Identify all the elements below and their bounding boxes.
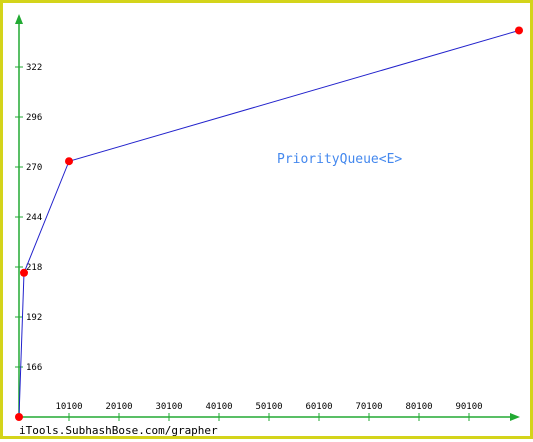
- y-tick-label: 296: [26, 113, 42, 123]
- x-tick-label: 60100: [305, 402, 332, 412]
- x-tick-label: 10100: [55, 402, 82, 412]
- y-axis-arrow: [15, 14, 23, 24]
- x-tick-label: 40100: [205, 402, 232, 412]
- x-tick-label: 20100: [105, 402, 132, 412]
- data-point: [515, 26, 523, 35]
- x-ticks: 10100 20100 30100 40100 50100 60100 70100 80100…: [55, 402, 483, 421]
- series-line: [18, 29, 520, 418]
- x-tick-label: 30100: [155, 402, 182, 412]
- series-layer: [15, 26, 523, 421]
- y-tick-label: 244: [26, 213, 42, 223]
- y-ticks: 166 192 218 244 270 296 322: [15, 63, 42, 373]
- data-point: [20, 268, 28, 277]
- line-chart: 10100 20100 30100 40100 50100 60100 70100 80100…: [15, 14, 523, 437]
- x-tick-label: 50100: [255, 402, 282, 412]
- y-tick-label: 192: [26, 313, 42, 323]
- data-point: [15, 413, 23, 421]
- y-tick-label: 270: [26, 163, 42, 173]
- x-tick-label: 80100: [405, 402, 432, 412]
- x-tick-label: 90100: [455, 402, 482, 412]
- axes: [15, 14, 520, 421]
- x-axis-arrow: [510, 413, 520, 421]
- x-tick-label: 70100: [355, 402, 382, 412]
- y-tick-label: 166: [26, 363, 42, 373]
- data-point: [65, 157, 73, 166]
- y-tick-label: 322: [26, 63, 42, 73]
- series-label: PriorityQueue<E>: [277, 152, 402, 167]
- footer-credit: iTools.SubhashBose.com/grapher: [19, 424, 218, 437]
- y-tick-label: 218: [26, 263, 42, 273]
